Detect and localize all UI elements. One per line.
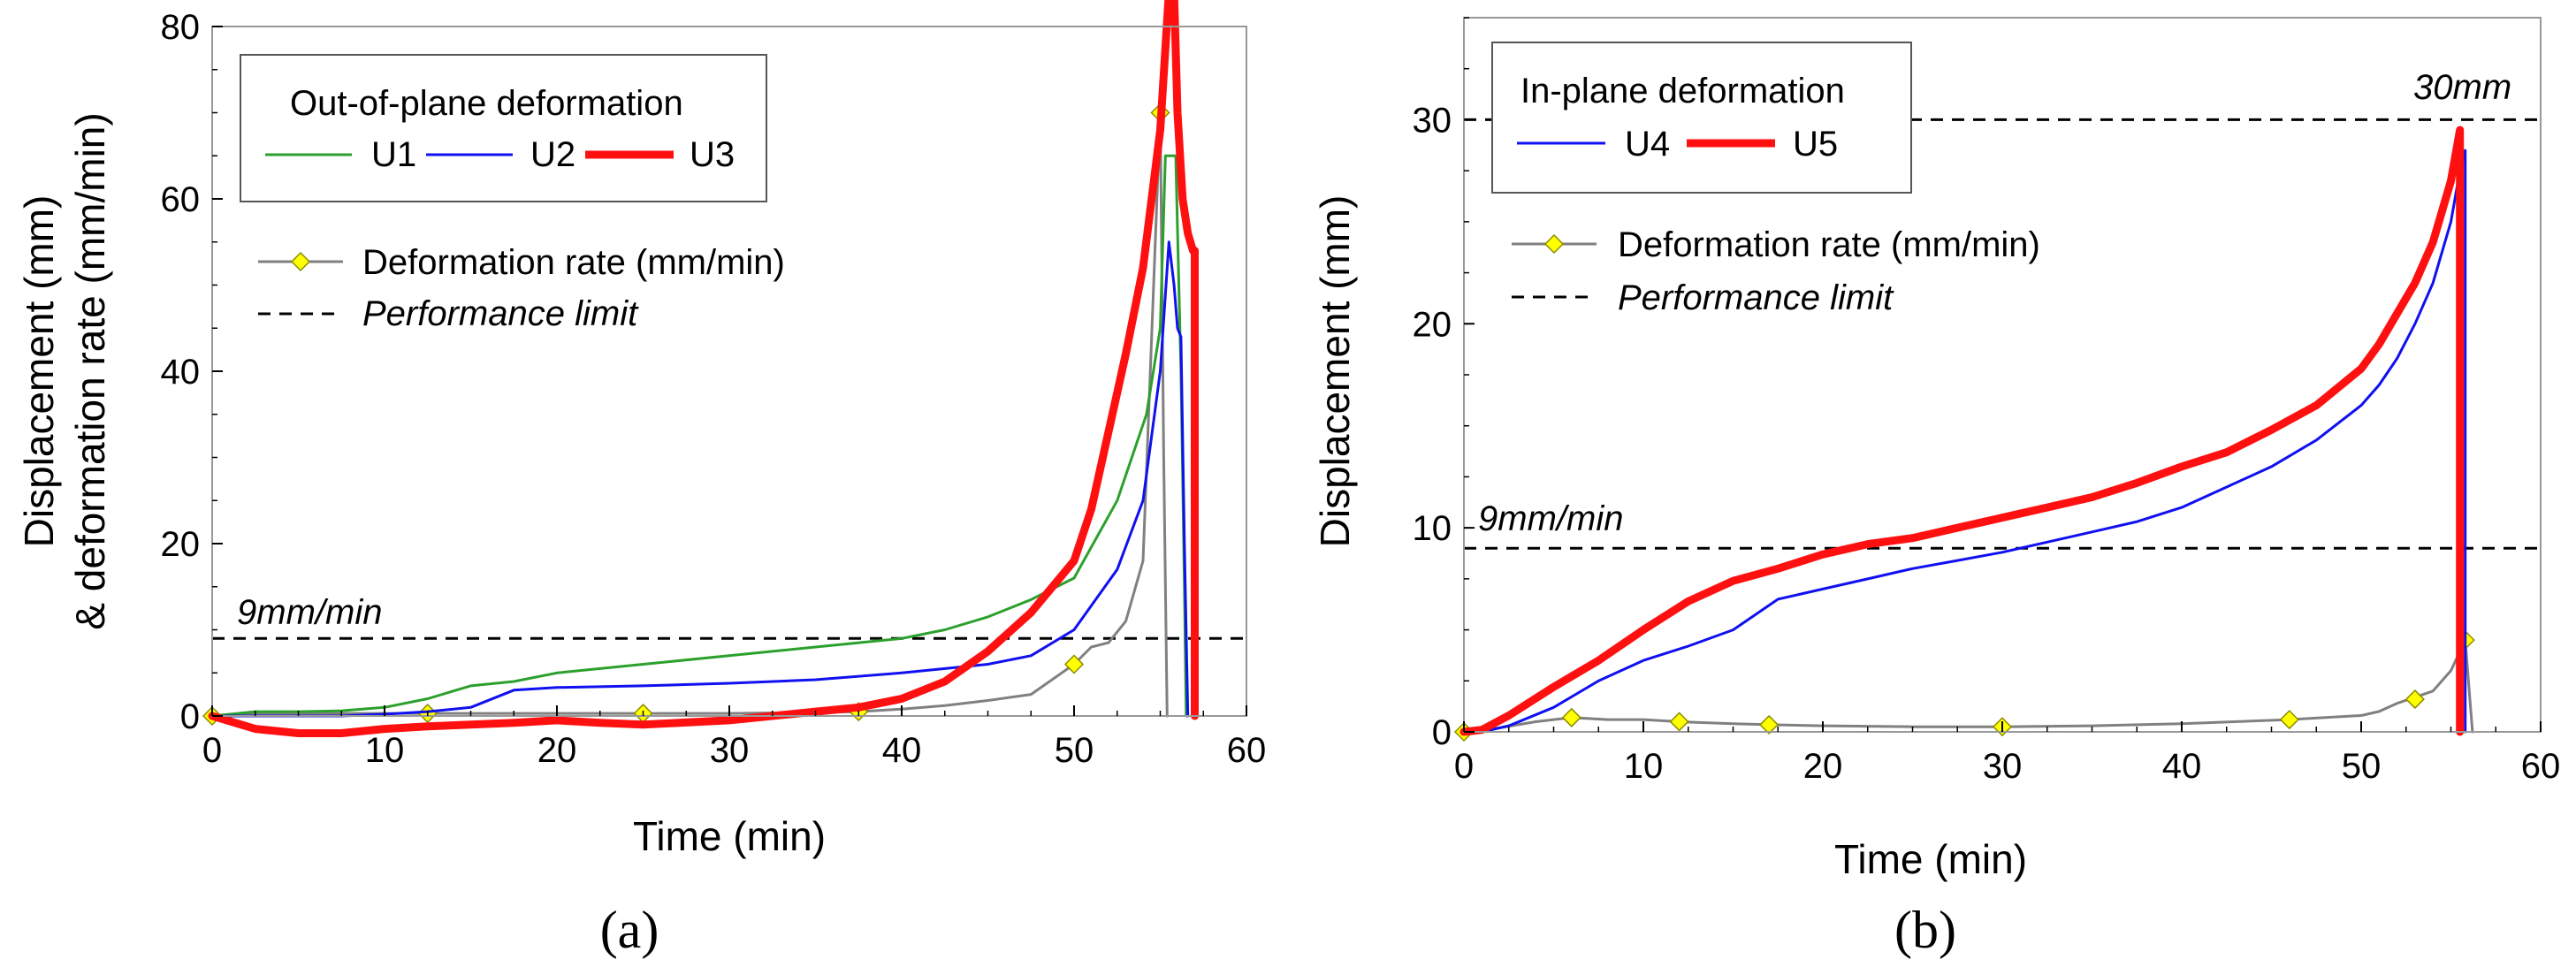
chart-b-rate-marker — [1561, 707, 1581, 727]
chart-a-ylabel-line1: Displacement (mm) — [16, 195, 62, 548]
chart-a-panel-label: (a) — [600, 901, 659, 959]
chart-b-ytick-label: 0 — [1432, 713, 1452, 752]
chart-b-ytick-label: 20 — [1413, 305, 1452, 344]
chart-a-series-u3 — [208, 0, 1199, 737]
chart-a-ytick-label: 20 — [161, 525, 201, 564]
chart-a-xlabel: Time (min) — [633, 813, 826, 859]
chart-a-series-u1 — [210, 154, 1188, 718]
chart-a-legend-label-u1: U1 — [371, 135, 416, 174]
chart-b-legend-label-limit: Performance limit — [1618, 278, 1894, 317]
chart-b-limit-value-label: 9mm/min — [1478, 499, 1623, 538]
chart-b-series — [1453, 126, 2475, 742]
chart-a-series-u2 — [210, 240, 1190, 718]
chart-b-xtick-label: 50 — [2342, 747, 2382, 786]
chart-b-legend-marker-rate — [1543, 233, 1565, 255]
chart-b-legend-label-u4: U4 — [1625, 125, 1670, 164]
chart-b-legend-label-u5: U5 — [1793, 125, 1838, 164]
chart-a-legend-label-limit: Performance limit — [362, 294, 639, 333]
chart-a-xtick-label: 60 — [1227, 731, 1267, 770]
chart-b-xlabel: Time (min) — [1834, 836, 2027, 882]
chart-b-rate-marker — [1759, 714, 1780, 735]
chart-b-legend-box — [1491, 42, 1912, 194]
chart-b-panel-label: (b) — [1894, 901, 1956, 959]
chart-a-legend-label-u3: U3 — [690, 135, 735, 174]
chart-a-xtick-label: 10 — [365, 731, 405, 770]
chart-a-ytick-label: 0 — [180, 697, 200, 736]
chart-a-ytick-label: 60 — [161, 180, 201, 219]
chart-a-ytick-label: 80 — [161, 8, 201, 47]
chart-a-legend-label-u2: U2 — [530, 135, 575, 174]
chart-b-legend-title: In-plane deformation — [1520, 72, 1845, 110]
chart-b-series-u5 — [1459, 126, 2465, 736]
chart-a-ticks: 0 10 20 30 40 50 60 0 20 40 60 80 — [161, 8, 1267, 770]
chart-a-limit-value-label: 9mm/min — [237, 593, 382, 632]
chart-a-xtick-label: 30 — [710, 731, 750, 770]
chart-b-series-u4 — [1462, 148, 2467, 734]
chart-b: 0 10 20 30 40 50 60 0 10 20 30 9mm/min 30mm Time (… — [1312, 17, 2561, 959]
chart-b-ytick-label: 30 — [1413, 101, 1452, 140]
chart-a-legend-label-rate: Deformation rate (mm/min) — [362, 243, 785, 282]
chart-a-xtick-label: 0 — [202, 731, 222, 770]
chart-b-legend-label-rate: Deformation rate (mm/min) — [1618, 225, 2040, 264]
chart-b-xtick-label: 30 — [1983, 747, 2023, 786]
chart-b-ytick-label: 10 — [1413, 509, 1452, 548]
chart-b-ticks: 0 10 20 30 40 50 60 0 10 20 30 — [1413, 17, 2561, 786]
chart-a-legend-marker-rate — [290, 251, 311, 272]
chart-b-xtick-label: 0 — [1454, 747, 1474, 786]
chart-b-ylabel: Displacement (mm) — [1312, 195, 1358, 548]
chart-b-xtick-label: 40 — [2162, 747, 2202, 786]
chart-b-limit2-value-label: 30mm — [2413, 68, 2511, 107]
chart-a-legend-title: Out-of-plane deformation — [290, 84, 683, 123]
chart-a-xtick-label: 50 — [1055, 731, 1094, 770]
chart-b-xtick-label: 20 — [1803, 747, 1843, 786]
chart-b-rate-marker — [2279, 710, 2299, 730]
chart-a-xtick-label: 20 — [537, 731, 577, 770]
chart-a-ytick-label: 40 — [161, 353, 201, 392]
chart-a-legend-box — [240, 54, 767, 202]
chart-b-xtick-label: 10 — [1624, 747, 1664, 786]
chart-b-xtick-label: 60 — [2521, 747, 2561, 786]
chart-a-rate-marker — [1063, 654, 1085, 674]
chart-b-rate-marker — [1669, 712, 1689, 732]
chart-a-ylabel-line2: & deformation rate (mm/min) — [67, 112, 113, 629]
chart-b-rate-marker — [2405, 689, 2425, 710]
chart-a: 0 10 20 30 40 50 60 0 20 40 60 80 9mm/min Time (min… — [16, 0, 1266, 959]
chart-a-xtick-label: 40 — [882, 731, 922, 770]
